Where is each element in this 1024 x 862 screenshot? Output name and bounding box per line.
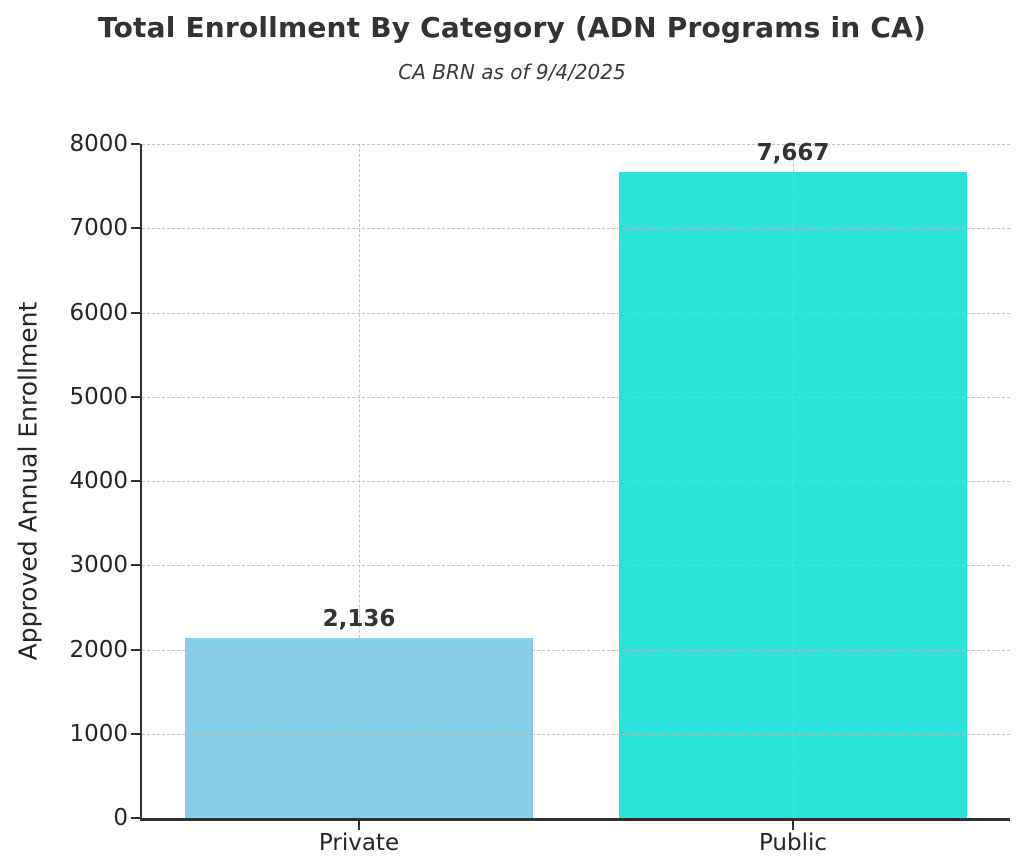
x-tick-label-public: Public [758, 830, 828, 856]
y-tick-mark-2000 [131, 648, 140, 651]
y-tick-mark-5000 [131, 395, 140, 398]
h-gridline-1000 [142, 733, 1010, 735]
v-gridline-private [359, 144, 360, 818]
h-gridline-5000 [142, 396, 1010, 398]
h-gridline-7000 [142, 228, 1010, 230]
y-tick-mark-7000 [131, 227, 140, 230]
y-tick-label-0: 0 [113, 805, 128, 831]
h-gridline-3000 [142, 565, 1010, 567]
y-tick-label-7000: 7000 [69, 215, 128, 242]
y-tick-mark-0 [131, 817, 140, 819]
x-tick-mark-private [358, 821, 360, 830]
plot-area [140, 144, 1010, 821]
bar-private [185, 638, 533, 818]
chart-title: Total Enrollment By Category (ADN Progra… [98, 11, 926, 44]
y-tick-label-8000: 8000 [69, 131, 128, 157]
x-tick-mark-public [792, 821, 794, 830]
y-tick-mark-1000 [131, 732, 140, 735]
y-tick-label-6000: 6000 [69, 299, 128, 326]
bar-public [619, 172, 967, 818]
chart-subtitle: CA BRN as of 9/4/2025 [398, 60, 626, 84]
y-tick-label-4000: 4000 [69, 468, 128, 494]
y-tick-label-1000: 1000 [69, 720, 128, 747]
y-tick-label-5000: 5000 [69, 383, 128, 410]
h-gridline-6000 [142, 312, 1010, 314]
v-gridline-public [793, 144, 794, 818]
h-gridline-8000 [142, 144, 1010, 145]
h-gridline-2000 [142, 649, 1010, 651]
y-tick-mark-3000 [131, 564, 140, 567]
bar-value-label-private: 2,136 [322, 606, 396, 633]
y-tick-mark-8000 [131, 143, 140, 145]
y-tick-label-2000: 2000 [69, 636, 128, 663]
bar-value-label-public: 7,667 [756, 140, 830, 167]
x-tick-label-private: Private [318, 830, 400, 856]
y-tick-mark-6000 [131, 311, 140, 314]
y-tick-label-3000: 3000 [69, 552, 128, 579]
y-tick-mark-4000 [131, 480, 140, 482]
h-gridline-4000 [142, 481, 1010, 482]
